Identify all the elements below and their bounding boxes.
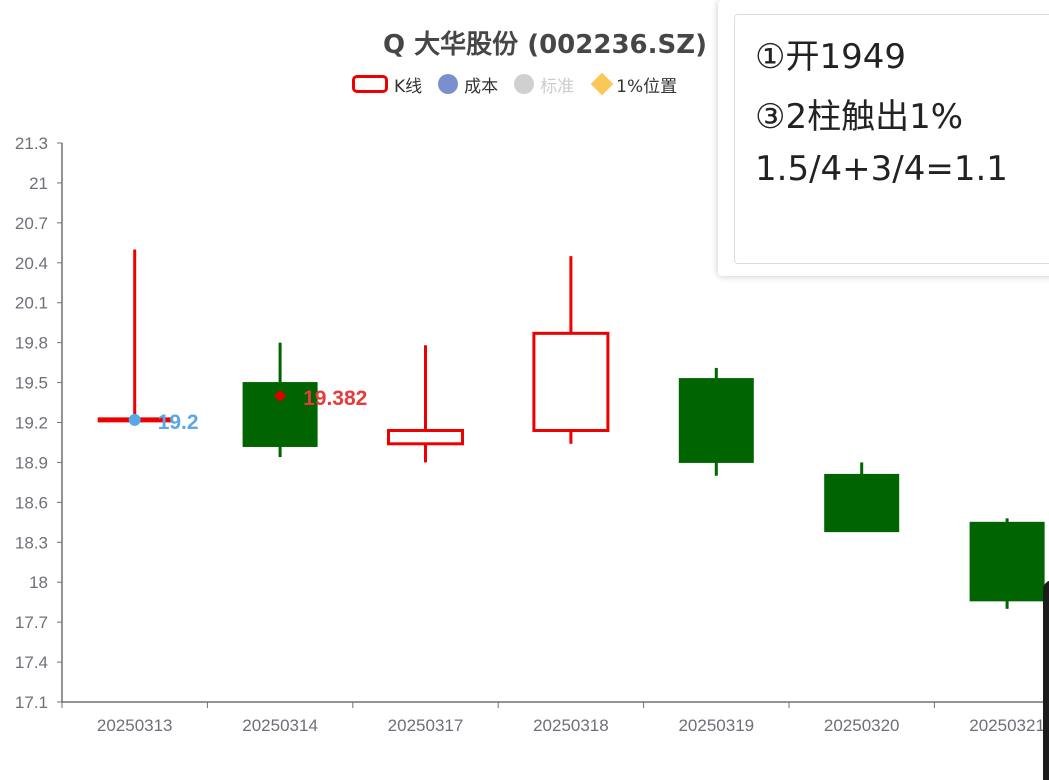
legend-label-standard: 标准 (540, 76, 575, 97)
y-tick-label: 20.4 (15, 254, 48, 273)
legend-standard-icon (514, 74, 535, 94)
chart-legend: K线 成本 标准 1%位置 (352, 70, 693, 98)
marker-point-label: 19.382 (303, 387, 367, 410)
legend-label-cost: 成本 (464, 76, 499, 97)
legend-diamond-icon (590, 72, 614, 96)
legend-item-kline[interactable]: K线 (352, 72, 422, 97)
x-tick-label: 20250318 (533, 716, 609, 735)
legend-label-one-percent: 1%位置 (616, 76, 678, 97)
candle-body (532, 331, 610, 432)
y-tick-label: 21 (29, 174, 48, 193)
x-tick-label: 20250321 (969, 716, 1045, 735)
y-tick-label: 19.8 (15, 334, 48, 353)
candle-body (387, 428, 464, 446)
candlestick-chart: 21.3 21 20.7 20.4 20.1 19.8 19.5 19.2 18.9 18.6 18… (15, 134, 1049, 735)
y-tick-label: 18.6 (15, 493, 48, 512)
y-tick-label: 17.7 (15, 613, 48, 632)
y-tick-label: 19.2 (15, 414, 48, 433)
note-line-1: ①开1949 (755, 37, 907, 77)
note-panel: ①开1949 ③2柱触出1% 1.5/4+3/4=1.1 (718, 0, 1049, 276)
legend-item-cost[interactable]: 成本 (438, 72, 498, 97)
chart-title: Q 大华股份 (002236.SZ) (383, 30, 707, 60)
x-tick-label: 20250320 (824, 716, 900, 735)
legend-cost-icon (438, 74, 459, 94)
note-text-area[interactable]: ①开1949 ③2柱触出1% 1.5/4+3/4=1.1 (734, 14, 1049, 264)
overlay-edge (1043, 580, 1049, 780)
candle-body (824, 473, 900, 533)
cost-point (128, 413, 141, 426)
legend-kline-icon (352, 75, 388, 93)
y-tick-label: 20.1 (15, 294, 48, 313)
marker-point (274, 389, 287, 402)
y-tick-label: 21.3 (15, 134, 48, 153)
legend-item-standard[interactable]: 标准 (514, 72, 574, 97)
note-line-3: 1.5/4+3/4=1.1 (755, 149, 1008, 189)
y-tick-label: 17.4 (15, 653, 48, 672)
y-tick-label: 18.3 (15, 533, 48, 552)
x-tick-label: 20250319 (678, 716, 754, 735)
y-tick-label: 18 (29, 573, 48, 592)
y-tick-label: 19.5 (15, 374, 48, 393)
cost-point-label: 19.2 (158, 411, 199, 434)
legend-item-one-percent[interactable]: 1%位置 (590, 72, 677, 97)
legend-label-kline: K线 (394, 76, 423, 97)
y-tick-label: 20.7 (15, 214, 48, 233)
x-tick-label: 20250314 (242, 716, 318, 735)
candle-body (969, 521, 1045, 602)
note-line-2: ③2柱触出1% (755, 97, 964, 137)
x-tick-label: 20250313 (97, 716, 173, 735)
y-tick-label: 18.9 (15, 453, 48, 472)
candle-body (678, 378, 754, 463)
x-tick-label: 20250317 (388, 716, 464, 735)
y-tick-label: 17.1 (15, 693, 48, 712)
